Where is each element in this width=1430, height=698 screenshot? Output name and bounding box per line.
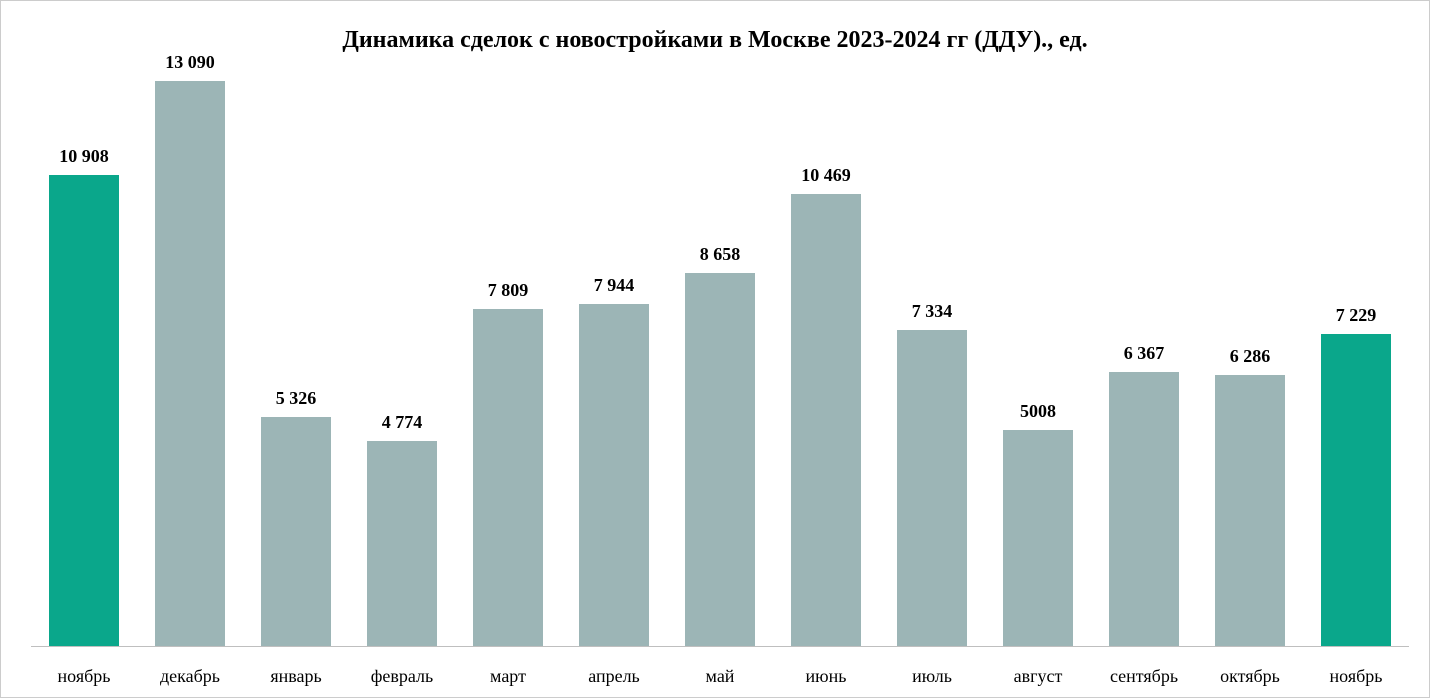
bar-value-label: 6 367 [1091, 343, 1197, 364]
x-tick-label: август [985, 666, 1091, 687]
bar-value-label: 10 908 [31, 146, 137, 167]
bar-slot: 5 326 [243, 81, 349, 647]
bar-slot: 8 658 [667, 81, 773, 647]
bar-value-label: 5008 [985, 401, 1091, 422]
bar-slot: 7 334 [879, 81, 985, 647]
x-tick-label: ноябрь [31, 666, 137, 687]
bar-value-label: 5 326 [243, 388, 349, 409]
x-tick-label: октябрь [1197, 666, 1303, 687]
bar-value-label: 10 469 [773, 165, 879, 186]
bar [155, 81, 225, 647]
bars-group: 10 90813 0905 3264 774 7 8097 9448 658 10 … [31, 81, 1409, 647]
bar [1321, 334, 1391, 647]
bar-value-label: 13 090 [137, 52, 243, 73]
bar-value-label: 7 809 [455, 280, 561, 301]
x-tick-label: март [455, 666, 561, 687]
bar-slot: 7 229 [1303, 81, 1409, 647]
bar [579, 304, 649, 647]
x-tick-label: июнь [773, 666, 879, 687]
plot-area: 10 90813 0905 3264 774 7 8097 9448 658 10 … [31, 81, 1409, 647]
bar-value-label: 6 286 [1197, 346, 1303, 367]
bar-slot: 6 367 [1091, 81, 1197, 647]
bar-value-label: 7 334 [879, 301, 985, 322]
bar [685, 273, 755, 647]
bar [367, 441, 437, 647]
x-tick-label: апрель [561, 666, 667, 687]
bar [473, 309, 543, 647]
bar-slot: 4 774 [349, 81, 455, 647]
bar-slot: 6 286 [1197, 81, 1303, 647]
x-tick-label: ноябрь [1303, 666, 1409, 687]
x-tick-label: декабрь [137, 666, 243, 687]
bar-value-label: 8 658 [667, 244, 773, 265]
bar-slot: 7 944 [561, 81, 667, 647]
x-baseline [31, 646, 1409, 647]
bar-slot: 10 469 [773, 81, 879, 647]
bar-slot: 10 908 [31, 81, 137, 647]
bar-slot: 5008 [985, 81, 1091, 647]
bar-slot: 13 090 [137, 81, 243, 647]
bar [1109, 372, 1179, 647]
bar-chart: Динамика сделок с новостройками в Москве… [0, 0, 1430, 698]
bar-slot: 7 809 [455, 81, 561, 647]
chart-title: Динамика сделок с новостройками в Москве… [1, 27, 1429, 54]
bar [897, 330, 967, 647]
x-tick-label: май [667, 666, 773, 687]
x-tick-label: сентябрь [1091, 666, 1197, 687]
x-tick-label: январь [243, 666, 349, 687]
bar [1215, 375, 1285, 647]
x-tick-label: июль [879, 666, 985, 687]
bar [791, 194, 861, 647]
x-axis: ноябрьдекабрьянварьфевральмартапрельмайи… [31, 666, 1409, 687]
bar-value-label: 7 944 [561, 275, 667, 296]
bar [261, 417, 331, 647]
x-tick-label: февраль [349, 666, 455, 687]
bar-value-label: 4 774 [349, 412, 455, 433]
bar [49, 175, 119, 647]
bar [1003, 430, 1073, 647]
bar-value-label: 7 229 [1303, 305, 1409, 326]
